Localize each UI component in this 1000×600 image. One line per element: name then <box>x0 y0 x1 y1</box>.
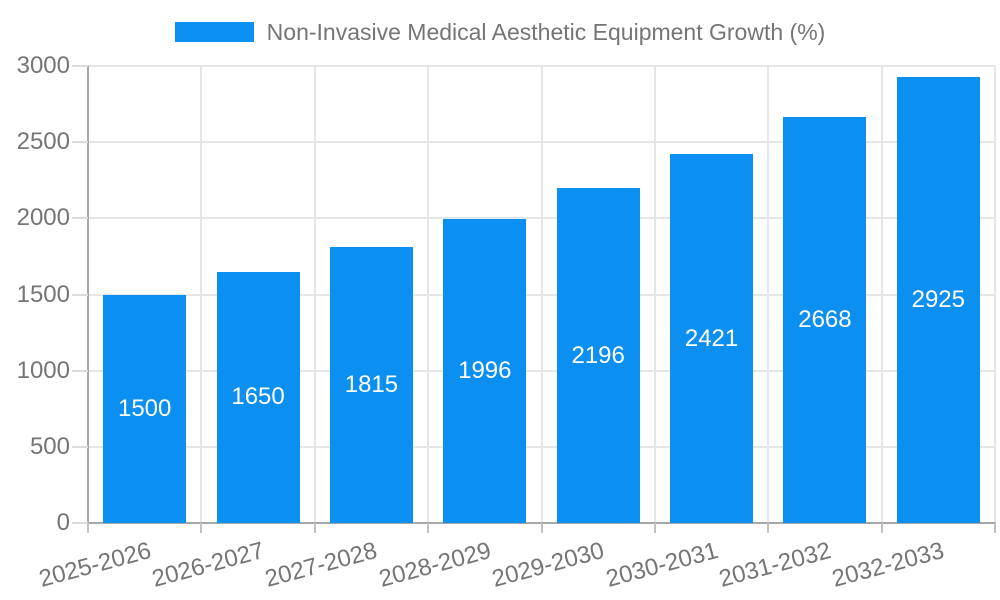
x-tick-mark <box>200 523 203 533</box>
bar-value-label: 1500 <box>117 394 172 422</box>
bar-value-label: 2925 <box>911 286 965 314</box>
gridline-vertical <box>880 66 883 523</box>
y-tick-label: 1500 <box>16 280 70 308</box>
bar-value-label: 1650 <box>231 383 285 411</box>
plot-area: 1500 1650 1815 1996 2196 2421 2668 2925 <box>87 65 996 524</box>
y-tick-mark <box>72 65 88 67</box>
y-tick-mark <box>72 522 88 524</box>
x-tick-label: 2028-2029 <box>375 537 494 593</box>
gridline-vertical <box>653 66 656 523</box>
x-tick-mark <box>994 523 996 533</box>
gridline-vertical <box>200 66 203 523</box>
gridline-vertical <box>994 66 996 523</box>
x-tick-label: 2026-2027 <box>149 537 268 593</box>
bar[interactable]: 1815 <box>329 246 413 523</box>
y-tick-mark <box>72 293 88 296</box>
x-tick-label: 2027-2028 <box>262 537 381 593</box>
x-tick-label: 2025-2026 <box>35 537 154 593</box>
y-tick-label: 2000 <box>16 204 70 232</box>
gridline-vertical <box>427 66 430 523</box>
gridline-vertical <box>540 66 543 523</box>
x-tick-mark <box>313 523 316 533</box>
legend-item[interactable]: Non-Invasive Medical Aesthetic Equipment… <box>0 18 1000 46</box>
bar[interactable]: 1650 <box>216 271 300 523</box>
y-tick-label: 1000 <box>16 356 70 384</box>
y-tick-label: 0 <box>56 509 70 536</box>
gridline-vertical <box>313 66 316 523</box>
x-tick-mark <box>653 523 656 533</box>
y-tick-label: 2500 <box>16 128 70 156</box>
x-tick-mark <box>87 523 89 533</box>
x-tick-mark <box>427 523 430 533</box>
y-tick-mark <box>72 445 88 448</box>
bar-value-label: 2668 <box>798 305 852 333</box>
x-tick-label: 2031-2032 <box>716 537 834 593</box>
y-tick-label: 500 <box>29 432 70 460</box>
bar-value-label: 1815 <box>344 370 399 398</box>
bar[interactable]: 2668 <box>783 116 867 523</box>
x-tick-mark <box>767 523 770 533</box>
bar[interactable]: 2196 <box>556 188 640 523</box>
gridline-vertical <box>767 66 770 523</box>
x-tick-label: 2032-2033 <box>829 537 948 593</box>
bar[interactable]: 1996 <box>443 218 527 523</box>
legend-color-swatch <box>174 22 254 42</box>
y-axis-line <box>87 66 89 523</box>
y-tick-label: 3000 <box>16 52 70 79</box>
y-tick-mark <box>72 141 88 144</box>
x-tick-label: 2029-2030 <box>489 537 608 593</box>
bar-value-label: 2196 <box>571 341 625 369</box>
legend-label: Non-Invasive Medical Aesthetic Equipment… <box>266 19 826 45</box>
y-tick-mark <box>72 217 88 220</box>
bar-value-label: 2421 <box>684 324 739 352</box>
y-tick-mark <box>72 369 88 372</box>
x-tick-mark <box>880 523 883 533</box>
x-tick-label: 2030-2031 <box>602 537 721 593</box>
bar[interactable]: 2925 <box>896 77 980 523</box>
bar[interactable]: 1500 <box>103 294 187 523</box>
bar[interactable]: 2421 <box>670 154 754 523</box>
bar-value-label: 1996 <box>458 356 512 384</box>
x-tick-mark <box>540 523 543 533</box>
